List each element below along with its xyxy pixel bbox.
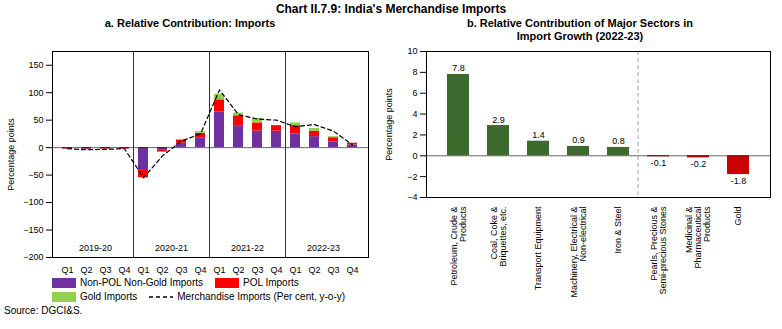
svg-text:Percentage points: Percentage points bbox=[384, 88, 394, 161]
svg-text:-1.8: -1.8 bbox=[731, 176, 747, 186]
svg-text:Q2: Q2 bbox=[156, 265, 168, 275]
html-text:a. Relative Contribution: Impo: a. Relative Contribution: Imports bbox=[104, 17, 276, 29]
svg-text:Medicinal &PharmaceuticalProdu: Medicinal &PharmaceuticalProducts bbox=[684, 206, 712, 269]
svg-text:7.8: 7.8 bbox=[452, 63, 465, 73]
svg-text:Q1: Q1 bbox=[213, 265, 225, 275]
svg-text:50: 50 bbox=[33, 115, 43, 125]
svg-text:8: 8 bbox=[412, 67, 417, 77]
svg-text:0.9: 0.9 bbox=[572, 135, 585, 145]
svg-text:Transport Equipment: Transport Equipment bbox=[533, 206, 543, 290]
svg-text:−200: −200 bbox=[23, 252, 43, 262]
svg-text:−100: −100 bbox=[23, 197, 43, 207]
svg-text:Pearls, Precious &Semi-preciou: Pearls, Precious &Semi-precious Stones bbox=[649, 206, 668, 295]
svg-text:Percentage points: Percentage points bbox=[6, 118, 16, 191]
svg-text:Q4: Q4 bbox=[346, 265, 358, 275]
svg-text:Q2: Q2 bbox=[308, 265, 320, 275]
svg-text:Q1: Q1 bbox=[289, 265, 301, 275]
svg-text:Q2: Q2 bbox=[232, 265, 244, 275]
svg-text:2: 2 bbox=[412, 130, 417, 140]
html-text:Non-POL Non-Gold Imports: Non-POL Non-Gold Imports bbox=[80, 277, 203, 288]
svg-text:0: 0 bbox=[38, 143, 43, 153]
svg-text:Petroleum, Crude &Products: Petroleum, Crude &Products bbox=[449, 206, 468, 286]
svg-text:-0.2: -0.2 bbox=[691, 159, 707, 169]
svg-text:Q4: Q4 bbox=[270, 265, 282, 275]
svg-text:Coal, Coke &Briquettes, etc.: Coal, Coke &Briquettes, etc. bbox=[489, 207, 508, 267]
svg-text:−50: −50 bbox=[28, 170, 43, 180]
svg-text:2020-21: 2020-21 bbox=[155, 243, 188, 253]
html-text:POL Imports: POL Imports bbox=[243, 277, 299, 288]
svg-text:10: 10 bbox=[407, 46, 417, 56]
html-text:Chart II.7.9: India's Merchand: Chart II.7.9: India's Merchandise Import… bbox=[275, 2, 507, 16]
svg-text:4: 4 bbox=[412, 109, 417, 119]
svg-text:2022-23: 2022-23 bbox=[307, 243, 340, 253]
svg-text:−2: −2 bbox=[407, 172, 417, 182]
svg-text:6: 6 bbox=[412, 88, 417, 98]
svg-text:0: 0 bbox=[412, 151, 417, 161]
svg-text:Gold: Gold bbox=[733, 207, 743, 226]
svg-text:Q2: Q2 bbox=[80, 265, 92, 275]
svg-text:−150: −150 bbox=[23, 225, 43, 235]
html-text:Gold Imports: Gold Imports bbox=[80, 291, 138, 302]
svg-text:Q4: Q4 bbox=[118, 265, 130, 275]
svg-text:2019-20: 2019-20 bbox=[79, 243, 112, 253]
svg-text:Q1: Q1 bbox=[61, 265, 73, 275]
svg-text:Q3: Q3 bbox=[327, 265, 339, 275]
svg-text:1.4: 1.4 bbox=[532, 130, 545, 140]
svg-text:Q1: Q1 bbox=[137, 265, 149, 275]
svg-text:0.8: 0.8 bbox=[612, 136, 625, 146]
svg-text:-0.1: -0.1 bbox=[651, 158, 667, 168]
svg-text:2.9: 2.9 bbox=[492, 115, 505, 125]
svg-text:150: 150 bbox=[28, 60, 43, 70]
svg-text:−4: −4 bbox=[407, 192, 417, 202]
html-text:b. Relative Contribution of Ma: b. Relative Contribution of Major Sector… bbox=[466, 17, 694, 42]
svg-text:Q3: Q3 bbox=[175, 265, 187, 275]
svg-text:Q3: Q3 bbox=[251, 265, 263, 275]
svg-text:Machinery, Electrical &Non-ele: Machinery, Electrical &Non-electrical bbox=[569, 207, 588, 298]
svg-text:100: 100 bbox=[28, 88, 43, 98]
svg-text:Q4: Q4 bbox=[194, 265, 206, 275]
svg-text:Iron & Steel: Iron & Steel bbox=[613, 207, 623, 254]
html-text:Merchandise Imports (Per cent,: Merchandise Imports (Per cent, y-o-y) bbox=[177, 291, 346, 302]
html-text:Source: DGCI&S.: Source: DGCI&S. bbox=[4, 305, 83, 316]
svg-text:Q3: Q3 bbox=[99, 265, 111, 275]
svg-text:2021-22: 2021-22 bbox=[231, 243, 264, 253]
